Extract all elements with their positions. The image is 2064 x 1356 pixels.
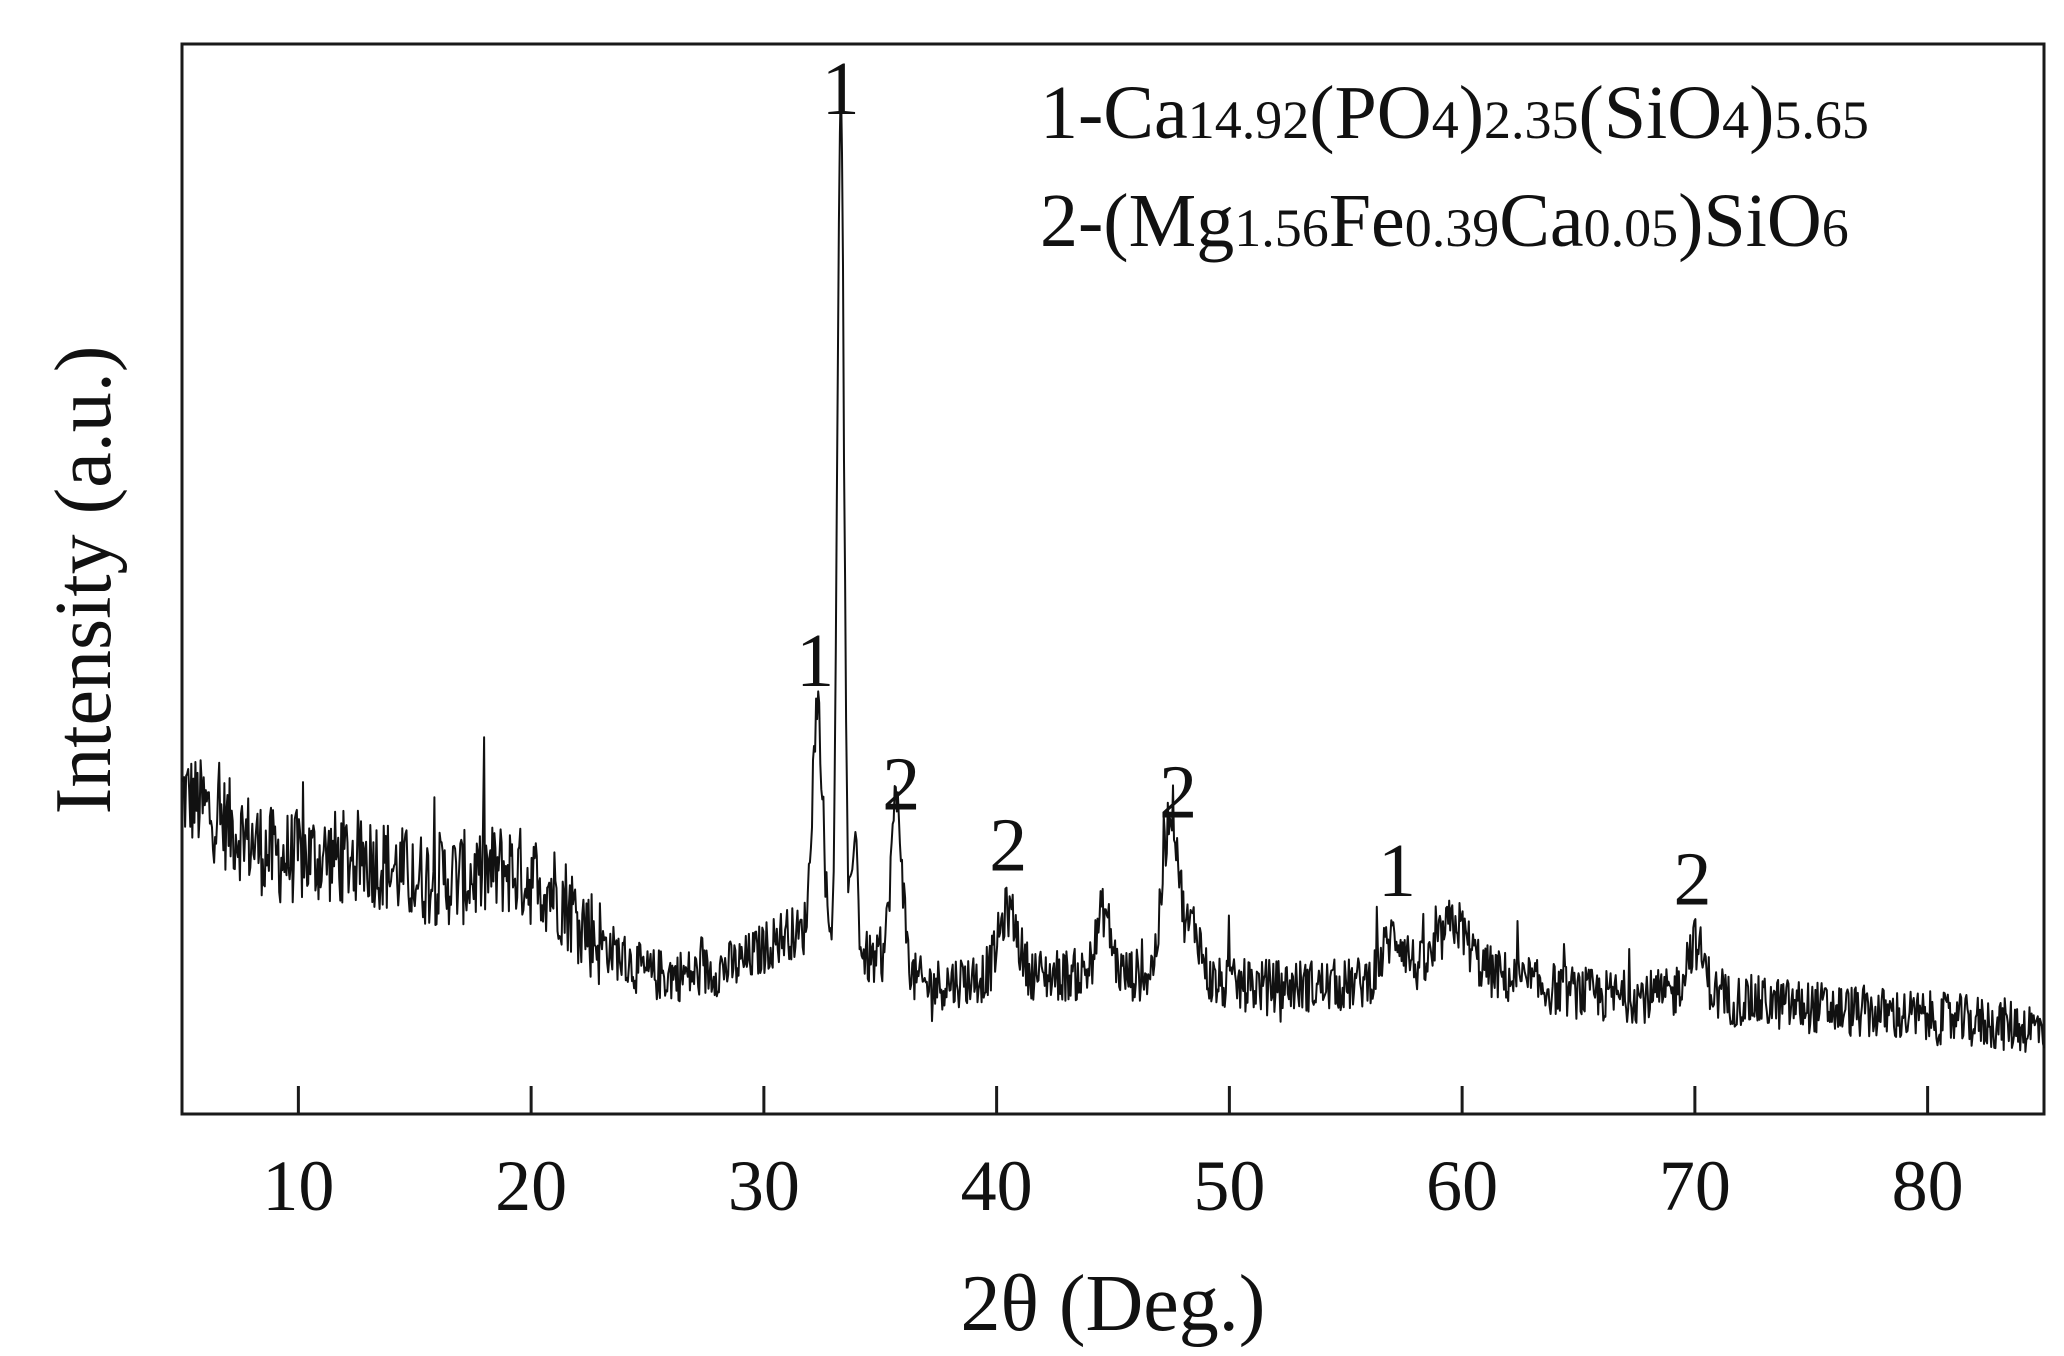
plot-area-frame bbox=[180, 42, 2046, 1116]
peak-label: 1 bbox=[1378, 829, 1416, 913]
phase-legend: 1-Ca14.92(PO4)2.35(SiO4)5.65 2-(Mg1.56Fe0… bbox=[1040, 71, 1869, 263]
x-tick-label: 20 bbox=[495, 1146, 567, 1226]
peak-label: 1 bbox=[796, 619, 834, 703]
x-tick-label: 70 bbox=[1659, 1146, 1731, 1226]
x-tick-label: 30 bbox=[728, 1146, 800, 1226]
x-tick-label: 40 bbox=[961, 1146, 1033, 1226]
x-tick-label: 10 bbox=[262, 1146, 334, 1226]
legend-entry: 1-Ca14.92(PO4)2.35(SiO4)5.65 bbox=[1040, 71, 1869, 155]
legend-entry: 2-(Mg1.56Fe0.39Ca0.05)SiO6 bbox=[1040, 179, 1849, 263]
peak-label: 2 bbox=[1674, 837, 1712, 921]
x-tick-label: 80 bbox=[1892, 1146, 1964, 1226]
x-axis-ticks: 10 20 30 40 50 60 70 80 bbox=[262, 1086, 1964, 1226]
x-axis-label: 2θ (Deg.) bbox=[961, 1260, 1266, 1348]
x-tick-label: 60 bbox=[1426, 1146, 1498, 1226]
peak-label: 2 bbox=[1159, 751, 1197, 835]
peak-label: 2 bbox=[882, 743, 920, 827]
xrd-pattern-line bbox=[181, 77, 2045, 1053]
peak-label: 2 bbox=[989, 804, 1027, 888]
y-axis-label: Intensity (a.u.) bbox=[40, 346, 128, 815]
x-tick-label: 50 bbox=[1193, 1146, 1265, 1226]
peak-label: 1 bbox=[822, 47, 860, 131]
